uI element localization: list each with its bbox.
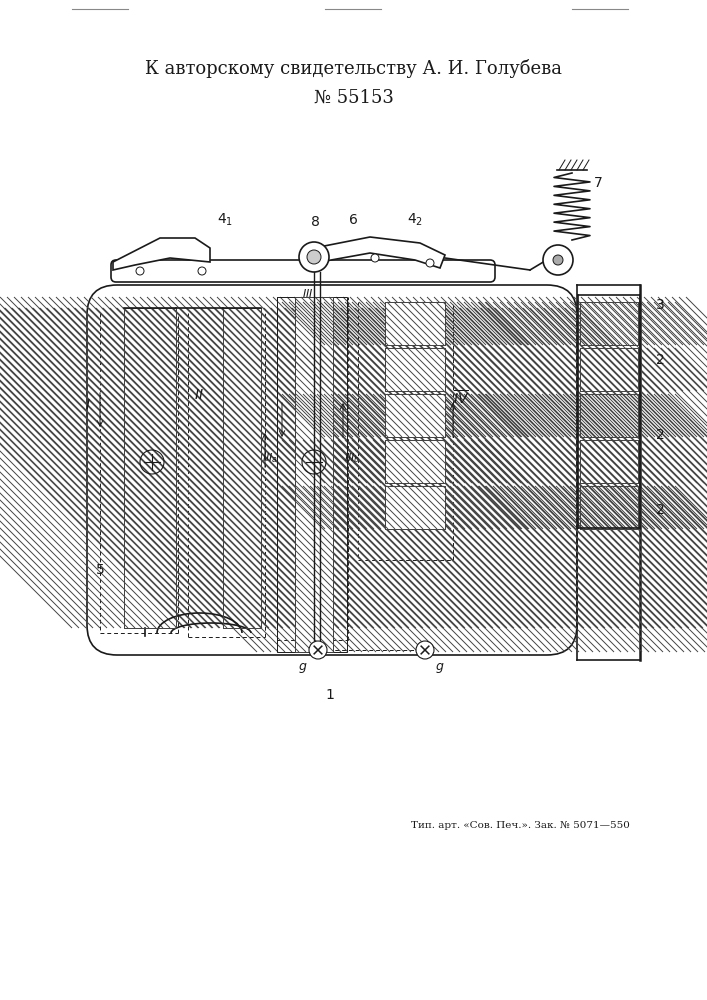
Bar (580, 394, 638, 437)
Bar (580, 394, 638, 437)
Text: $2$: $2$ (655, 428, 665, 442)
Bar (277, 297, 347, 652)
Bar (580, 440, 638, 483)
Text: $II$: $II$ (194, 388, 204, 402)
Circle shape (426, 259, 434, 267)
Text: $5$: $5$ (95, 563, 105, 577)
Bar (385, 302, 445, 345)
Bar (385, 440, 445, 483)
Text: К авторскому свидетельству А. И. Голубева: К авторскому свидетельству А. И. Голубев… (146, 58, 563, 78)
Text: $\overline{IV}$: $\overline{IV}$ (452, 389, 469, 407)
Circle shape (313, 646, 321, 654)
Bar (124, 308, 176, 628)
Circle shape (299, 242, 329, 272)
Text: $8$: $8$ (310, 215, 320, 229)
Circle shape (307, 250, 321, 264)
Bar (580, 486, 638, 529)
Circle shape (416, 641, 434, 659)
Bar (580, 302, 638, 345)
FancyBboxPatch shape (111, 260, 495, 282)
Text: $III_a$: $III_a$ (262, 451, 278, 465)
Text: $1$: $1$ (325, 688, 335, 702)
Text: № 55153: № 55153 (314, 89, 394, 107)
Bar (223, 308, 261, 628)
Text: $2$: $2$ (655, 353, 665, 367)
Text: $2$: $2$ (655, 503, 665, 517)
Circle shape (553, 255, 563, 265)
Text: $7$: $7$ (593, 176, 603, 190)
Bar (580, 348, 638, 391)
Bar (385, 394, 445, 437)
Bar (385, 440, 445, 483)
Text: $3$: $3$ (655, 298, 665, 312)
Text: $III$: $III$ (302, 287, 314, 299)
Bar (385, 348, 445, 391)
Text: $g$: $g$ (298, 661, 308, 675)
Polygon shape (113, 238, 210, 270)
FancyBboxPatch shape (87, 285, 577, 655)
Circle shape (198, 267, 206, 275)
Text: $g$: $g$ (436, 661, 445, 675)
Circle shape (543, 245, 573, 275)
Bar (223, 308, 261, 628)
Text: $III_b$: $III_b$ (344, 451, 360, 465)
Bar (295, 297, 333, 652)
Bar (385, 486, 445, 529)
Text: $4_2$: $4_2$ (407, 212, 423, 228)
Bar (124, 308, 176, 628)
Polygon shape (314, 237, 445, 268)
Bar (385, 394, 445, 437)
Bar (580, 348, 638, 391)
Circle shape (309, 641, 327, 659)
Bar (385, 302, 445, 345)
Bar (580, 302, 638, 345)
Text: Тип. арт. «Сов. Печ.». Зак. № 5071—550: Тип. арт. «Сов. Печ.». Зак. № 5071—550 (411, 820, 629, 830)
Text: $6$: $6$ (348, 213, 358, 227)
Bar (295, 297, 333, 652)
Bar (580, 486, 638, 529)
Circle shape (371, 254, 379, 262)
Circle shape (136, 267, 144, 275)
Text: $4_1$: $4_1$ (217, 212, 233, 228)
Bar (580, 440, 638, 483)
Bar (385, 348, 445, 391)
Text: $I$: $I$ (85, 398, 91, 412)
Bar (385, 486, 445, 529)
